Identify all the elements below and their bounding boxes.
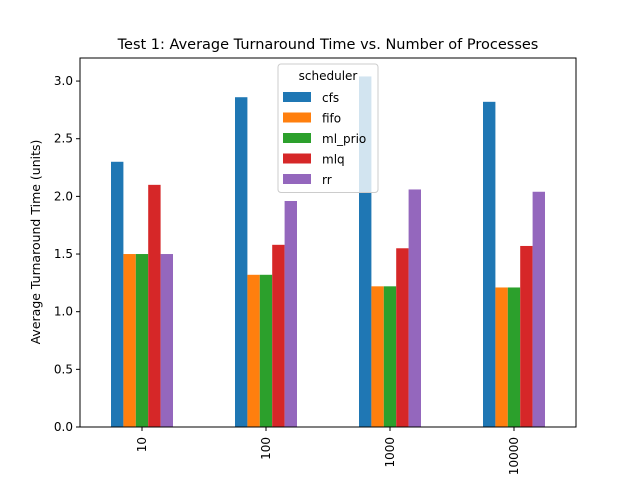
bar-ml_prio-100 [259,274,273,427]
bar-mlq-100 [272,244,285,427]
bar-mlq-10 [148,184,161,427]
bar-fifo-100 [247,274,260,427]
x-tick-label: 1000 [383,437,397,468]
bar-rr-1000 [408,189,421,427]
x-tick-label: 10 [135,437,149,452]
bar-rr-100 [284,200,297,427]
y-tick-label: 0.5 [54,362,73,376]
bar-ml_prio-1000 [383,286,397,427]
legend-swatch-ml_prio [283,133,311,143]
legend-label-ml_prio: ml_prio [322,132,366,146]
x-tick-label: 10000 [507,437,521,475]
y-tick-label: 3.0 [54,74,73,88]
legend-swatch-mlq [283,153,311,164]
bar-ml_prio-10000 [507,287,521,427]
legend-label-cfs: cfs [322,91,339,105]
bar-rr-10 [160,254,173,427]
y-tick-label: 2.0 [54,189,73,203]
bar-mlq-1000 [396,248,409,427]
bar-cfs-10000 [483,101,496,427]
plot-frame [79,57,577,428]
legend-swatch-cfs [283,92,311,102]
legend-label-rr: rr [322,173,332,187]
bar-cfs-100 [235,97,248,428]
legend-label-mlq: mlq [322,153,345,167]
bar-cfs-10 [111,161,124,427]
bar-mlq-10000 [520,245,533,427]
legend-swatch-rr [283,174,311,184]
bar-rr-10000 [532,191,545,427]
y-tick-label: 2.5 [54,132,73,146]
legend-label-fifo: fifo [322,112,341,126]
y-axis-label: Average Turnaround Time (units) [28,140,43,345]
y-tick-label: 0.0 [54,420,73,434]
legend-swatch-fifo [283,112,311,123]
x-tick-label: 100 [259,437,273,460]
bar-ml_prio-10 [135,254,149,427]
bar-fifo-1000 [371,286,384,427]
legend-title: scheduler [299,69,358,83]
y-tick-label: 1.0 [54,305,73,319]
bars-layer [111,76,545,428]
y-tick-label: 1.5 [54,247,73,261]
axes-layer: 0.0 0.5 1.0 1.5 2.0 2.5 3.0 10 100 1000 10000 [54,57,577,475]
bar-fifo-10000 [495,287,508,427]
bar-fifo-10 [123,254,136,427]
chart-title: Test 1: Average Turnaround Time vs. Numb… [117,37,539,53]
